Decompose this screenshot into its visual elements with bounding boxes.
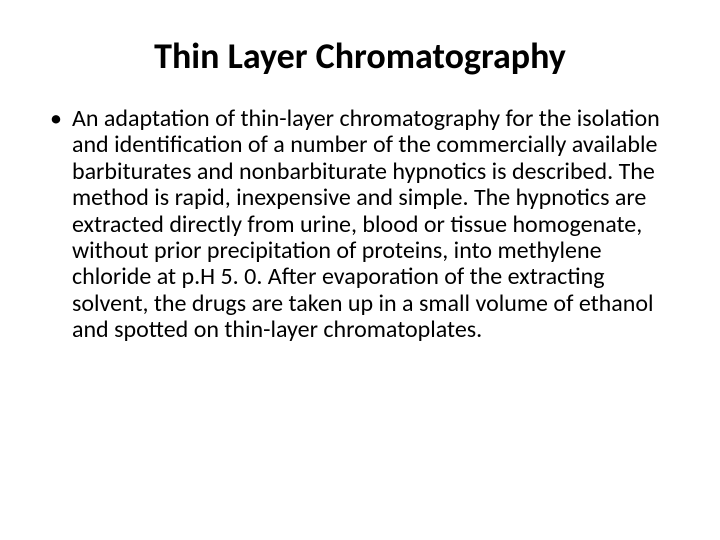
slide-title: Thin Layer Chromatography xyxy=(50,34,670,78)
bullet-marker: • xyxy=(50,106,62,132)
slide-container: Thin Layer Chromatography • An adaptatio… xyxy=(0,0,720,540)
content-area: • An adaptation of thin-layer chromatogr… xyxy=(50,106,670,344)
body-paragraph: An adaptation of thin-layer chromatograp… xyxy=(72,106,670,344)
